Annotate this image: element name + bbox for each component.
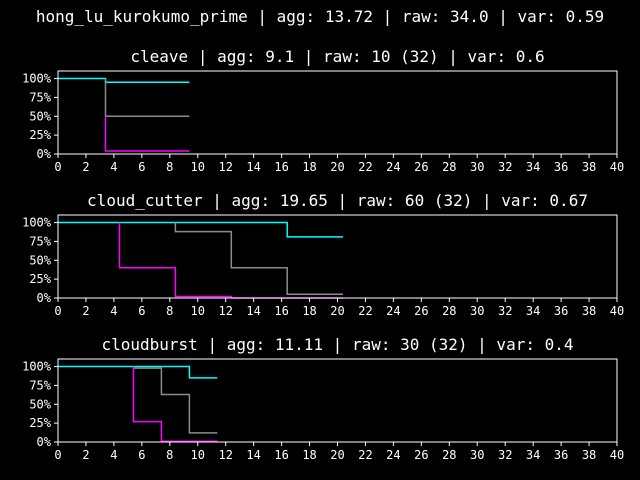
panel-2-xtick-label: 34 bbox=[526, 304, 540, 318]
panel-2-ytick-label: 50% bbox=[29, 253, 51, 267]
panel-3-xtick-label: 4 bbox=[110, 448, 117, 462]
panel-2-xtick-label: 0 bbox=[54, 304, 61, 318]
panel-3-xtick-label: 8 bbox=[166, 448, 173, 462]
panel-2-xtick-label: 32 bbox=[498, 304, 512, 318]
panel-3-ytick-label: 75% bbox=[29, 378, 51, 392]
panel-2-ytick-label: 75% bbox=[29, 234, 51, 248]
panel-2-xtick-label: 38 bbox=[582, 304, 596, 318]
panel-1-xtick-label: 24 bbox=[386, 160, 400, 174]
panel-1-series-2 bbox=[104, 78, 190, 118]
panel-2-xtick-label: 4 bbox=[110, 304, 117, 318]
panel-3-ytick-label: 50% bbox=[29, 397, 51, 411]
panel-2-ytick-label: 100% bbox=[22, 216, 52, 230]
panel-3-xtick-label: 2 bbox=[82, 448, 89, 462]
panel-2-series-1 bbox=[58, 221, 344, 238]
panel-2-xtick-label: 10 bbox=[191, 304, 205, 318]
panel-3-xtick-label: 0 bbox=[54, 448, 61, 462]
panel-3-xtick-label: 6 bbox=[138, 448, 145, 462]
panel-1-series-3 bbox=[104, 116, 190, 152]
panel-3-ytick-label: 0% bbox=[37, 435, 52, 449]
panel-3-xtick-label: 26 bbox=[414, 448, 428, 462]
panel-3-series-1 bbox=[58, 365, 218, 379]
panel-2-xtick-label: 2 bbox=[82, 304, 89, 318]
panel-1-xtick-label: 28 bbox=[442, 160, 456, 174]
panel-2-xtick-label: 8 bbox=[166, 304, 173, 318]
panel-2-ytick-label: 25% bbox=[29, 272, 51, 286]
panel-2-xtick-label: 26 bbox=[414, 304, 428, 318]
panel-3-xtick-label: 20 bbox=[330, 448, 344, 462]
panel-2-xtick-label: 24 bbox=[386, 304, 400, 318]
panel-2-xtick-label: 14 bbox=[246, 304, 260, 318]
panel-1-xtick-label: 36 bbox=[554, 160, 568, 174]
panel-1-xtick-label: 34 bbox=[526, 160, 540, 174]
panel-1-axes-frame bbox=[57, 70, 618, 155]
panel-1-ytick-label: 75% bbox=[29, 90, 51, 104]
panel-3-xtick-label: 18 bbox=[302, 448, 316, 462]
panel-1-ytick-label: 100% bbox=[22, 72, 52, 86]
panel-1-ytick-label: 25% bbox=[29, 128, 51, 142]
panel-1-xtick-label: 18 bbox=[302, 160, 316, 174]
panel-3-xtick-label: 36 bbox=[554, 448, 568, 462]
panel-2-xtick-label: 36 bbox=[554, 304, 568, 318]
panel-3-xtick-label: 10 bbox=[191, 448, 205, 462]
panel-3-xtick-label: 14 bbox=[246, 448, 260, 462]
panel-3-series-3 bbox=[132, 366, 218, 442]
panel-3-xtick-label: 32 bbox=[498, 448, 512, 462]
panel-2-xtick-label: 22 bbox=[358, 304, 372, 318]
panel-1-xtick-label: 20 bbox=[330, 160, 344, 174]
panel-1-series-1 bbox=[58, 77, 190, 84]
panel-2-xtick-label: 12 bbox=[218, 304, 232, 318]
panel-2-series-2 bbox=[174, 222, 344, 295]
panel-2-xtick-label: 30 bbox=[470, 304, 484, 318]
panel-1-xtick-label: 2 bbox=[82, 160, 89, 174]
panel-1-title: cleave | agg: 9.1 | raw: 10 (32) | var: … bbox=[130, 47, 544, 66]
panel-3-ytick-label: 25% bbox=[29, 416, 51, 430]
panel-1-xtick-label: 16 bbox=[274, 160, 288, 174]
panel-1-xtick-label: 8 bbox=[166, 160, 173, 174]
panel-3-xtick-label: 30 bbox=[470, 448, 484, 462]
panel-2-ytick-label: 0% bbox=[37, 291, 52, 305]
panel-1-xtick-label: 38 bbox=[582, 160, 596, 174]
panel-1-xtick-label: 6 bbox=[138, 160, 145, 174]
panel-3-xtick-label: 28 bbox=[442, 448, 456, 462]
panel-1-xtick-label: 10 bbox=[191, 160, 205, 174]
panel-3-axes-frame bbox=[57, 358, 618, 443]
panel-2-title: cloud_cutter | agg: 19.65 | raw: 60 (32)… bbox=[87, 191, 588, 210]
panel-3-xtick-label: 38 bbox=[582, 448, 596, 462]
panel-1-xtick-label: 12 bbox=[218, 160, 232, 174]
panel-3-xtick-label: 24 bbox=[386, 448, 400, 462]
panel-3-xtick-label: 34 bbox=[526, 448, 540, 462]
panel-1-xtick-label: 4 bbox=[110, 160, 117, 174]
panel-2-xtick-label: 6 bbox=[138, 304, 145, 318]
panel-1-xtick-label: 40 bbox=[610, 160, 624, 174]
panel-1-ytick-label: 0% bbox=[37, 147, 52, 161]
panel-2-xtick-label: 40 bbox=[610, 304, 624, 318]
panel-3-title: cloudburst | agg: 11.11 | raw: 30 (32) |… bbox=[101, 335, 573, 354]
panel-1-xtick-label: 0 bbox=[54, 160, 61, 174]
panel-3-series-2 bbox=[132, 366, 218, 434]
panel-2-xtick-label: 18 bbox=[302, 304, 316, 318]
panel-1-xtick-label: 22 bbox=[358, 160, 372, 174]
panel-3-xtick-label: 40 bbox=[610, 448, 624, 462]
panel-1-xtick-label: 32 bbox=[498, 160, 512, 174]
panel-3-xtick-label: 22 bbox=[358, 448, 372, 462]
panel-3-xtick-label: 16 bbox=[274, 448, 288, 462]
panel-1-xtick-label: 26 bbox=[414, 160, 428, 174]
panel-3-xtick-label: 12 bbox=[218, 448, 232, 462]
panel-1-xtick-label: 30 bbox=[470, 160, 484, 174]
panel-2-xtick-label: 28 bbox=[442, 304, 456, 318]
panel-3-ytick-label: 100% bbox=[22, 360, 52, 374]
panel-1-xtick-label: 14 bbox=[246, 160, 260, 174]
panel-2-xtick-label: 20 bbox=[330, 304, 344, 318]
panel-2-axes-frame bbox=[57, 214, 618, 299]
figure-title: hong_lu_kurokumo_prime | agg: 13.72 | ra… bbox=[35, 7, 605, 26]
panel-1-ytick-label: 50% bbox=[29, 109, 51, 123]
panel-2-xtick-label: 16 bbox=[274, 304, 288, 318]
